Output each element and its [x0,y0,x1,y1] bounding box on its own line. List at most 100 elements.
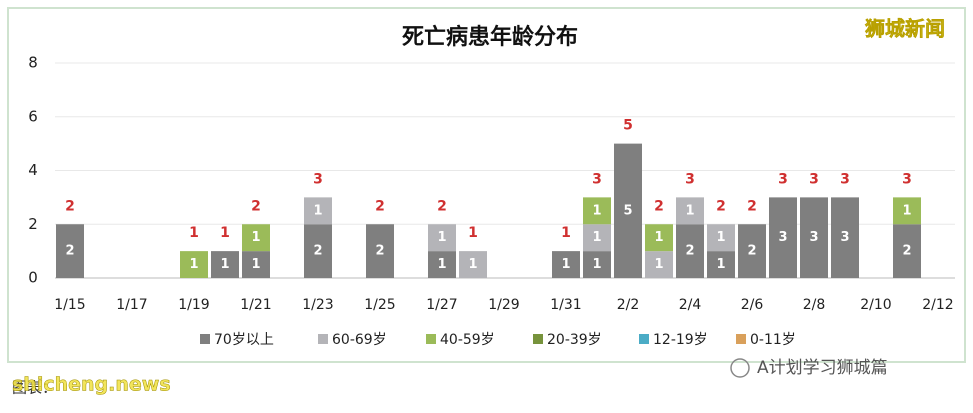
segment-label: 1 [437,257,446,272]
watermark: 狮城新闻 [865,17,945,41]
legend-label: 40-59岁 [440,332,495,348]
segment-label: 2 [375,244,384,259]
x-tick-label: 1/17 [116,297,147,313]
x-tick-label: 1/29 [488,297,519,313]
legend-label: 0-11岁 [750,332,796,348]
bar-segment [242,224,270,252]
total-label: 3 [902,171,912,187]
x-tick-label: 1/27 [426,297,457,313]
total-label: 3 [840,171,850,187]
total-label: 1 [468,225,478,241]
x-tick-label: 2/8 [803,297,826,313]
segment-label: 1 [592,230,601,245]
bar-segment [583,197,611,225]
bar-segment [583,251,611,278]
total-label: 3 [592,171,602,187]
legend-label: 70岁以上 [214,332,274,348]
segment-label: 1 [220,257,229,272]
legend-swatch [318,334,328,344]
bar-segment [707,251,735,278]
bar-segment [645,224,673,252]
x-tick-label: 1/25 [364,297,395,313]
segment-label: 1 [592,257,601,272]
segment-label: 1 [251,230,260,245]
total-label: 2 [654,198,664,214]
segment-label: 2 [747,244,756,259]
bar-segment [738,224,766,278]
x-tick-label: 2/10 [860,297,891,313]
legend-swatch [200,334,210,344]
legend-label: 60-69岁 [332,332,387,348]
bar-segment [552,251,580,278]
legend-swatch [426,334,436,344]
total-label: 2 [65,198,75,214]
bar-segment [645,251,673,278]
bar-segment [366,224,394,278]
total-label: 2 [747,198,757,214]
plot: 0 2 4 6 8 1/15 1/17 1/19 1/21 1/23 1/25 1/27 1/29 1/3… [28,54,955,348]
total-label: 1 [561,225,571,241]
bar-segment [614,143,642,278]
bar-segment [428,224,456,252]
segment-label: 1 [654,257,663,272]
segment-label: 1 [685,203,694,218]
segment-label: 1 [561,257,570,272]
total-label: 2 [716,198,726,214]
bar-segment [180,251,208,278]
total-label: 1 [189,225,199,241]
bar-segment [428,251,456,278]
bar-segment [800,197,828,278]
y-tick-label: 0 [28,269,38,287]
segment-label: 1 [902,203,911,218]
account: A计划学习狮城篇 [757,358,888,378]
bar-segment [242,251,270,278]
segment-label: 1 [654,230,663,245]
segment-label: 1 [468,257,477,272]
segment-label: 2 [313,244,322,259]
bar-segment [583,224,611,252]
segment-label: 1 [189,257,198,272]
bar-segment [893,224,921,278]
total-label: 3 [778,171,788,187]
legend-swatch [639,334,649,344]
x-tick-label: 2/4 [679,297,702,313]
chart-frame [7,7,966,363]
legend-swatch [533,334,543,344]
y-tick-label: 4 [28,161,38,179]
total-label: 2 [375,198,385,214]
chart-title: 死亡病患年龄分布 [402,24,578,50]
bar-segment [676,224,704,278]
site-watermark: shicheng.news [12,374,171,396]
segment-label: 2 [65,244,74,259]
y-tick-label: 8 [28,54,38,72]
segment-label: 3 [809,230,818,245]
total-label: 5 [623,118,633,134]
segment-label: 3 [778,230,787,245]
source: 图表： [12,379,57,397]
bar-segment [211,251,239,278]
total-label: 3 [313,171,323,187]
legend-swatch [736,334,746,344]
total-label: 2 [437,198,447,214]
segment-label: 1 [437,230,446,245]
bar-segment [56,224,84,278]
segment-label: 1 [592,203,601,218]
legend-label: 20-39岁 [547,332,602,348]
segment-label: 3 [840,230,849,245]
total-label: 3 [809,171,819,187]
bar-segment [769,197,797,278]
bar-segment [893,197,921,225]
y-tick-label: 2 [28,215,38,233]
segment-label: 1 [251,257,260,272]
segment-label: 1 [313,203,322,218]
total-label: 2 [251,198,261,214]
x-tick-label: 1/15 [54,297,85,313]
total-label: 1 [220,225,230,241]
total-label: 3 [685,171,695,187]
y-tick-label: 6 [28,107,38,125]
segment-label: 5 [623,203,632,218]
x-tick-label: 1/19 [178,297,209,313]
segment-label: 2 [902,244,911,259]
x-tick-label: 2/12 [922,297,953,313]
